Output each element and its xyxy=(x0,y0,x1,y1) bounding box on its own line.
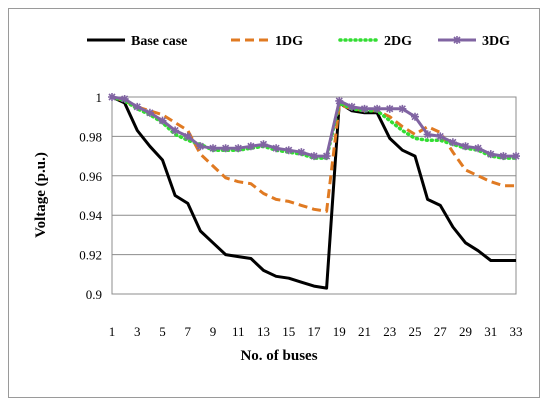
legend: Base case 1DG 2DG 3DG xyxy=(87,34,510,49)
x-tick-label: 19 xyxy=(333,324,346,339)
data-point-3dg xyxy=(221,144,230,153)
x-tick-label: 27 xyxy=(434,324,448,339)
x-tick-label: 15 xyxy=(282,324,295,339)
y-tick-label: 0.94 xyxy=(79,208,102,223)
y-tick-label: 0.98 xyxy=(79,129,102,144)
data-point-3dg xyxy=(310,152,318,161)
y-tick-label: 0.96 xyxy=(79,169,102,184)
x-tick-label: 33 xyxy=(510,324,523,339)
gridlines xyxy=(112,96,516,295)
y-tick-label: 0.9 xyxy=(86,287,102,302)
x-tick-label: 3 xyxy=(134,324,141,339)
data-point-3dg xyxy=(284,146,293,155)
x-tick-label: 7 xyxy=(185,324,192,339)
data-point-3dg xyxy=(512,152,520,161)
data-point-3dg xyxy=(486,150,495,159)
y-axis-title: Voltage (p.u.) xyxy=(33,152,49,238)
data-point-3dg xyxy=(108,93,116,101)
data-point-3dg xyxy=(145,108,154,117)
data-point-3dg xyxy=(209,144,217,153)
x-tick-label: 25 xyxy=(409,324,422,339)
x-tick-label: 21 xyxy=(358,324,371,339)
legend-marker-3dg xyxy=(453,36,461,44)
data-point-3dg xyxy=(423,130,432,139)
x-tick-label: 11 xyxy=(232,324,245,339)
data-point-3dg xyxy=(474,144,483,153)
data-point-3dg xyxy=(259,140,268,149)
x-tick-label: 17 xyxy=(308,324,322,339)
series-line-2dg xyxy=(110,95,518,160)
data-point-3dg xyxy=(360,104,369,113)
x-tick-label: 23 xyxy=(383,324,396,339)
chart-frame: 0.9 0.92 0.94 0.96 0.98 1 1 3 5 7 9 11 13 15 17 19 21 23 2… xyxy=(8,8,540,398)
data-point-3dg xyxy=(133,102,142,111)
data-point-3dg xyxy=(385,104,394,113)
data-point-3dg xyxy=(272,144,281,153)
x-tick-label: 31 xyxy=(484,324,497,339)
data-point-3dg xyxy=(461,142,470,151)
data-point-3dg xyxy=(436,132,445,141)
data-point-3dg xyxy=(234,144,243,153)
data-point-3dg xyxy=(373,104,382,113)
data-point-3dg xyxy=(246,142,255,151)
x-tick-label: 29 xyxy=(459,324,472,339)
data-point-3dg xyxy=(411,112,419,121)
data-point-3dg xyxy=(196,142,205,151)
data-point-3dg xyxy=(398,104,407,113)
data-point-3dg xyxy=(183,132,192,141)
series-line-base-case xyxy=(111,95,516,290)
data-point-3dg xyxy=(158,116,167,125)
plot-area-border xyxy=(111,96,517,295)
series-line-1dg xyxy=(111,95,516,213)
x-tick-label: 13 xyxy=(257,324,270,339)
data-point-3dg xyxy=(347,102,356,111)
series-lines xyxy=(108,93,520,290)
data-point-3dg xyxy=(171,126,180,135)
legend-label: 1DG xyxy=(275,34,303,49)
legend-label: 2DG xyxy=(384,34,412,49)
data-point-3dg xyxy=(448,138,457,147)
data-point-3dg xyxy=(120,94,129,103)
y-tick-label: 1 xyxy=(96,90,103,105)
data-point-3dg xyxy=(499,152,508,161)
y-tick-label: 0.92 xyxy=(79,248,102,263)
x-tick-label: 5 xyxy=(159,324,166,339)
data-point-3dg xyxy=(322,152,331,161)
legend-label: Base case xyxy=(131,34,187,49)
legend-label: 3DG xyxy=(482,34,510,49)
x-tick-label: 9 xyxy=(210,324,217,339)
x-tick-label: 1 xyxy=(109,324,116,339)
data-point-3dg xyxy=(297,148,306,157)
series-line-3dg xyxy=(111,95,516,158)
x-axis-title: No. of buses xyxy=(240,348,317,364)
data-point-3dg xyxy=(335,96,344,105)
